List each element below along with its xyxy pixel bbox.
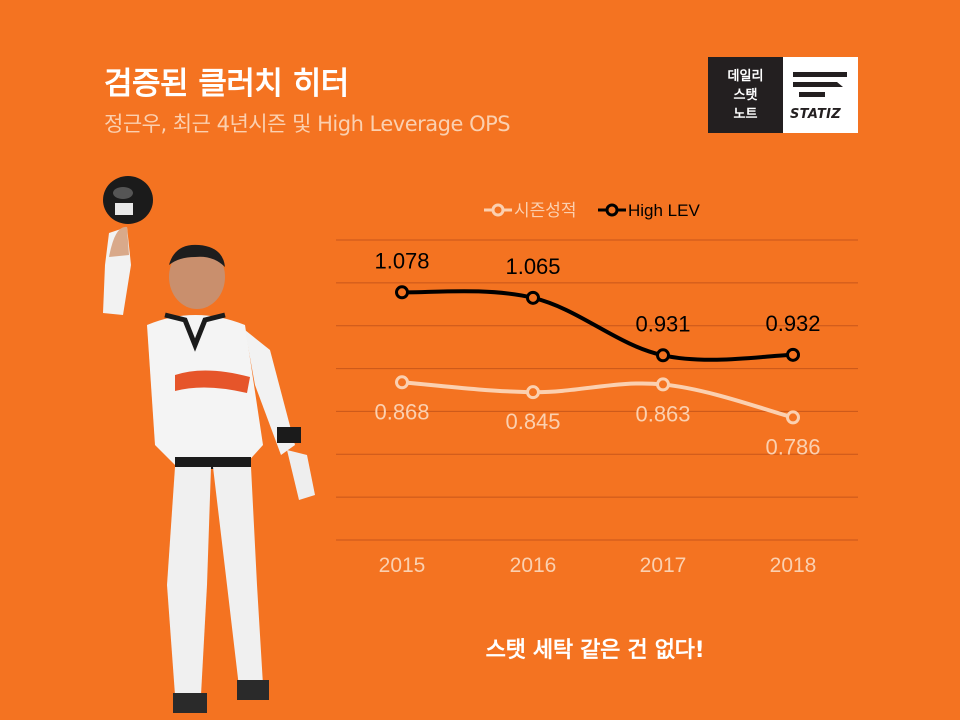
- high-lev-data-label: 0.932: [765, 311, 820, 336]
- season-point: [526, 385, 540, 400]
- high-lev-point: [656, 348, 670, 363]
- high-lev-point: [786, 347, 800, 362]
- high-lev-data-label: 0.931: [635, 311, 690, 336]
- legend-swatch-marker: [491, 203, 505, 217]
- logo-line-3: 노트: [733, 106, 758, 122]
- x-axis: 2015 2016 2017 2018: [379, 554, 817, 577]
- logo-daily-stat-note: 데일리 스탯 노트: [708, 57, 783, 133]
- season-point: [395, 375, 409, 390]
- page-subtitle: 정근우, 최근 4년시즌 및 High Leverage OPS: [104, 112, 511, 136]
- high-lev-point: [526, 290, 540, 305]
- chart-grid: [336, 239, 858, 541]
- season-point: [656, 377, 670, 392]
- player-photo: [103, 176, 315, 713]
- x-tick-label: 2018: [770, 554, 817, 577]
- legend-swatch-marker: [605, 203, 619, 217]
- page-title: 검증된 클러치 히터: [104, 66, 349, 102]
- high-lev-point: [395, 285, 409, 300]
- logo-line-1: 데일리: [727, 68, 764, 84]
- chart-legend: 시즌성적 High LEV: [484, 201, 700, 220]
- high-lev-data-label: 1.065: [505, 254, 560, 279]
- high-lev-data-label: 1.078: [374, 248, 429, 273]
- footer-tagline: 스탯 세탁 같은 건 없다!: [485, 638, 705, 663]
- chart-series: 0.868 0.845 0.863 0.786 1.078 1.065 0.931 0.932: [374, 248, 820, 459]
- legend-label: 시즌성적: [514, 201, 577, 220]
- logo-line-2: 스탯: [733, 87, 758, 103]
- logo: 데일리 스탯 노트 STATIZ: [708, 57, 858, 133]
- statiz-bars-icon: [793, 72, 847, 97]
- season-data-label: 0.845: [505, 409, 560, 434]
- season-data-label: 0.868: [374, 399, 429, 424]
- season-data-label: 0.786: [765, 434, 820, 459]
- season-point: [786, 410, 800, 425]
- x-tick-label: 2015: [379, 554, 426, 577]
- legend-label: High LEV: [628, 201, 700, 220]
- logo-statiz: STATIZ: [783, 57, 858, 133]
- high-lev-line: [401, 289, 794, 362]
- x-tick-label: 2016: [510, 554, 557, 577]
- logo-brand-text: STATIZ: [790, 107, 841, 122]
- x-tick-label: 2017: [640, 554, 687, 577]
- season-data-label: 0.863: [635, 401, 690, 426]
- season-line: [401, 380, 794, 420]
